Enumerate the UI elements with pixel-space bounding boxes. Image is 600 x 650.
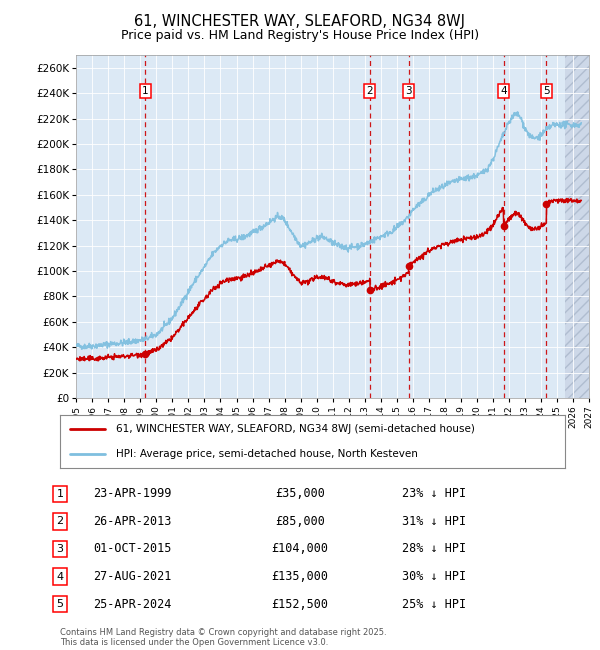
- Text: 31% ↓ HPI: 31% ↓ HPI: [402, 515, 466, 528]
- Text: 23% ↓ HPI: 23% ↓ HPI: [402, 488, 466, 500]
- Text: 1: 1: [142, 86, 149, 96]
- Text: 3: 3: [56, 544, 64, 554]
- Text: Price paid vs. HM Land Registry's House Price Index (HPI): Price paid vs. HM Land Registry's House …: [121, 29, 479, 42]
- Text: 4: 4: [500, 86, 507, 96]
- Text: 2: 2: [367, 86, 373, 96]
- Text: 61, WINCHESTER WAY, SLEAFORD, NG34 8WJ (semi-detached house): 61, WINCHESTER WAY, SLEAFORD, NG34 8WJ (…: [116, 424, 475, 434]
- Text: 25-APR-2024: 25-APR-2024: [93, 598, 171, 611]
- Text: 2: 2: [56, 516, 64, 526]
- Text: £35,000: £35,000: [275, 488, 325, 500]
- Text: Contains HM Land Registry data © Crown copyright and database right 2025.
This d: Contains HM Land Registry data © Crown c…: [60, 628, 386, 647]
- Text: 61, WINCHESTER WAY, SLEAFORD, NG34 8WJ: 61, WINCHESTER WAY, SLEAFORD, NG34 8WJ: [134, 14, 466, 29]
- Text: £135,000: £135,000: [271, 570, 329, 583]
- Bar: [565, 55, 589, 398]
- Text: 3: 3: [406, 86, 412, 96]
- Text: £85,000: £85,000: [275, 515, 325, 528]
- Text: £152,500: £152,500: [271, 598, 329, 611]
- Text: 27-AUG-2021: 27-AUG-2021: [93, 570, 171, 583]
- Text: 30% ↓ HPI: 30% ↓ HPI: [402, 570, 466, 583]
- Text: 01-OCT-2015: 01-OCT-2015: [93, 543, 171, 556]
- Text: HPI: Average price, semi-detached house, North Kesteven: HPI: Average price, semi-detached house,…: [116, 448, 418, 459]
- Text: 5: 5: [543, 86, 550, 96]
- Text: £104,000: £104,000: [271, 543, 329, 556]
- Text: 4: 4: [56, 571, 64, 582]
- Text: 1: 1: [56, 489, 64, 499]
- Text: 26-APR-2013: 26-APR-2013: [93, 515, 171, 528]
- Text: 28% ↓ HPI: 28% ↓ HPI: [402, 543, 466, 556]
- Text: 25% ↓ HPI: 25% ↓ HPI: [402, 598, 466, 611]
- Text: 5: 5: [56, 599, 64, 609]
- Text: 23-APR-1999: 23-APR-1999: [93, 488, 171, 500]
